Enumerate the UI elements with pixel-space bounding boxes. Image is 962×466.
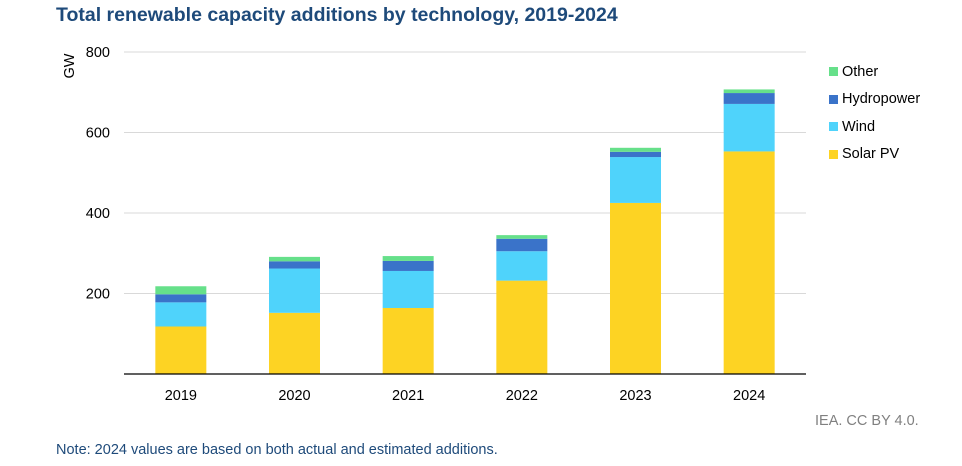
legend-item-hydropower: Hydropower	[829, 86, 920, 114]
legend-swatch-wind	[829, 122, 838, 132]
bar-other-2023	[610, 147, 661, 152]
bar-solar-pv-2021	[382, 307, 434, 374]
legend-label-solar-pv: Solar PV	[842, 146, 900, 163]
bar-wind-2020	[269, 268, 320, 313]
legend-item-solar-pv: Solar PV	[829, 141, 920, 169]
legend: Other Hydropower Wind Solar PV	[829, 58, 920, 168]
bar-solar-pv-2020	[269, 312, 320, 374]
legend-swatch-solar-pv	[829, 149, 838, 159]
bar-wind-2021	[382, 270, 434, 308]
y-tick-label-200: 200	[86, 287, 110, 303]
bar-wind-2019	[155, 302, 207, 327]
legend-item-wind: Wind	[829, 113, 920, 141]
bar-other-2020	[269, 256, 320, 262]
bar-solar-pv-2019	[155, 326, 207, 374]
bar-solar-pv-2024	[723, 151, 775, 374]
legend-swatch-other	[829, 67, 838, 77]
bar-other-2022	[496, 235, 548, 239]
y-tick-label-400: 400	[86, 206, 110, 222]
bar-hydropower-2022	[496, 238, 548, 252]
legend-label-wind: Wind	[842, 118, 876, 135]
chart-title: Total renewable capacity additions by te…	[56, 4, 618, 26]
note-text: Note: 2024 values are based on both actu…	[56, 442, 498, 458]
bar-other-2021	[382, 256, 434, 261]
bar-other-2024	[723, 89, 775, 94]
credit-text: IEA. CC BY 4.0.	[815, 413, 919, 429]
bar-hydropower-2019	[155, 294, 207, 303]
x-tick-label-2019: 2019	[165, 388, 197, 404]
bar-solar-pv-2023	[610, 202, 661, 374]
bar-wind-2023	[610, 157, 661, 203]
x-tick-label-2023: 2023	[619, 388, 651, 404]
bar-other-2019	[155, 286, 207, 295]
x-tick-label-2024: 2024	[733, 388, 765, 404]
y-axis-label: GW	[62, 53, 78, 78]
x-tick-label-2022: 2022	[506, 388, 538, 404]
bar-hydropower-2024	[723, 93, 775, 104]
bar-wind-2022	[496, 251, 548, 281]
legend-label-other: Other	[842, 63, 879, 80]
bar-wind-2024	[723, 103, 775, 152]
y-tick-label-600: 600	[86, 126, 110, 142]
bar-solar-pv-2022	[496, 280, 548, 374]
bar-hydropower-2020	[269, 261, 320, 269]
x-tick-label-2021: 2021	[392, 388, 424, 404]
bar-hydropower-2023	[610, 151, 661, 158]
legend-label-hydropower: Hydropower	[842, 91, 921, 108]
legend-item-other: Other	[829, 58, 920, 86]
x-tick-label-2020: 2020	[278, 388, 310, 404]
y-tick-label-800: 800	[86, 45, 110, 61]
bar-hydropower-2021	[382, 260, 434, 271]
legend-swatch-hydropower	[829, 94, 838, 104]
